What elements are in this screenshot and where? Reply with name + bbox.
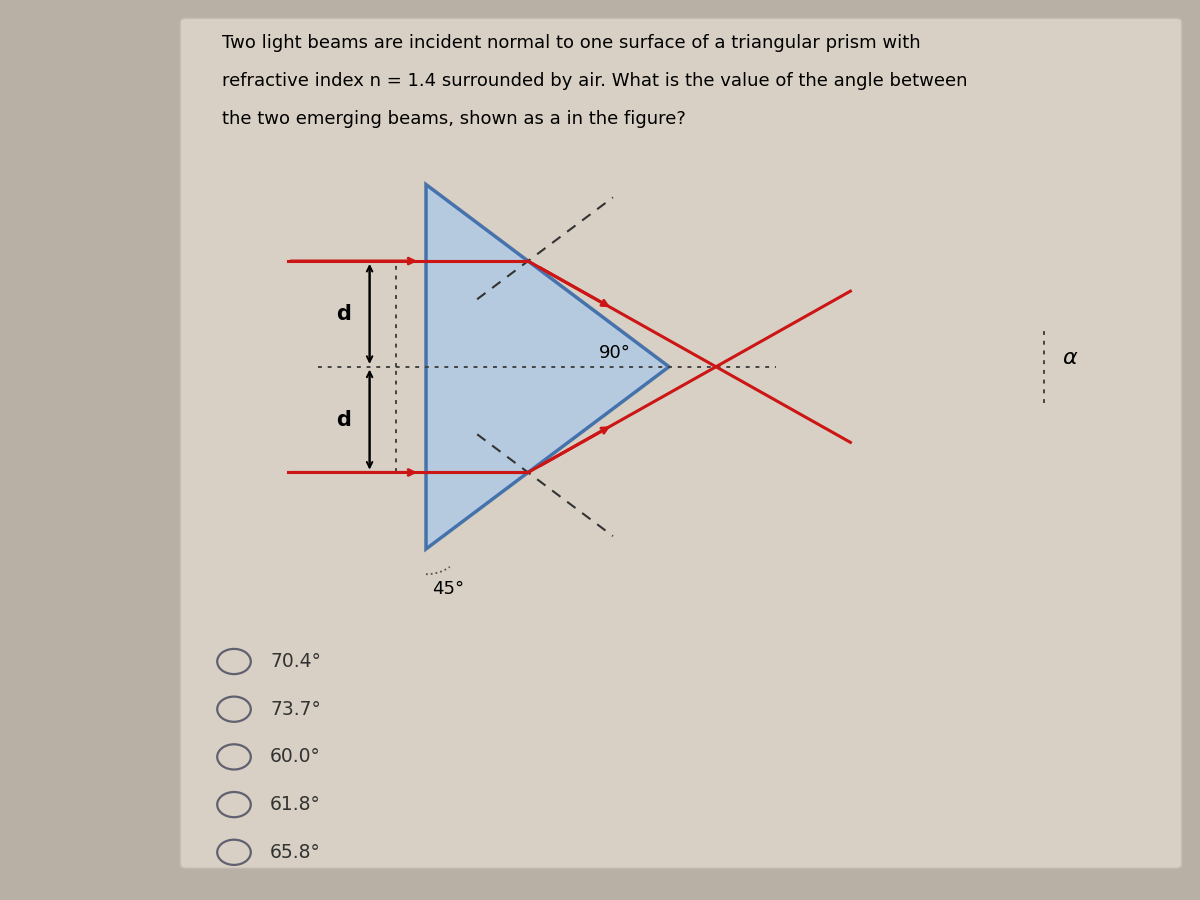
- Text: 61.8°: 61.8°: [270, 795, 320, 815]
- Text: α: α: [1062, 347, 1076, 368]
- FancyBboxPatch shape: [180, 18, 1182, 868]
- Text: refractive index n = 1.4 surrounded by air. What is the value of the angle betwe: refractive index n = 1.4 surrounded by a…: [222, 72, 967, 90]
- Text: 73.7°: 73.7°: [270, 699, 320, 719]
- Text: d: d: [336, 304, 350, 324]
- Polygon shape: [426, 184, 670, 549]
- Text: Two light beams are incident normal to one surface of a triangular prism with: Two light beams are incident normal to o…: [222, 34, 920, 52]
- Text: 90°: 90°: [599, 344, 631, 362]
- Text: d: d: [336, 410, 350, 429]
- Text: 65.8°: 65.8°: [270, 842, 320, 862]
- Text: 70.4°: 70.4°: [270, 652, 320, 671]
- Text: the two emerging beams, shown as a in the figure?: the two emerging beams, shown as a in th…: [222, 110, 686, 128]
- Text: 45°: 45°: [432, 580, 464, 598]
- Text: 60.0°: 60.0°: [270, 747, 320, 767]
